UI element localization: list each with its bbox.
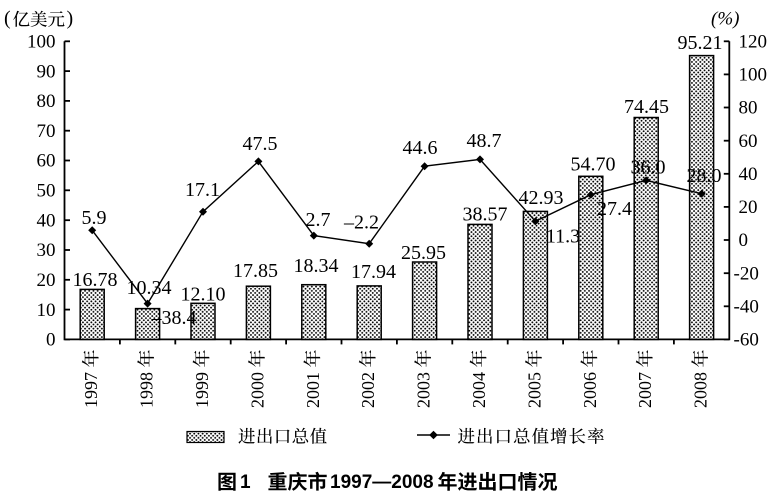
svg-text:20: 20	[739, 197, 758, 218]
svg-text:50: 50	[37, 181, 56, 202]
svg-text:18.34: 18.34	[294, 255, 339, 277]
svg-text:0: 0	[739, 230, 749, 251]
svg-text:2003: 2003	[414, 372, 434, 408]
svg-text:12.10: 12.10	[181, 284, 226, 306]
svg-text:16.78: 16.78	[73, 269, 118, 291]
svg-text:48.7: 48.7	[467, 130, 502, 152]
svg-text:(%): (%)	[711, 9, 739, 30]
svg-text:1998: 1998	[137, 372, 157, 408]
svg-text:95.21: 95.21	[678, 32, 723, 54]
svg-text:10.34: 10.34	[127, 277, 172, 299]
svg-text:17.94: 17.94	[351, 261, 396, 283]
svg-text:–2.2: –2.2	[343, 212, 379, 234]
svg-text:10: 10	[37, 300, 56, 321]
svg-text:36.0: 36.0	[631, 157, 666, 179]
svg-text:2001: 2001	[303, 372, 323, 408]
svg-text:40: 40	[739, 164, 758, 185]
svg-text:2007: 2007	[635, 372, 655, 408]
svg-text:20: 20	[37, 270, 56, 291]
svg-text:54.70: 54.70	[571, 154, 616, 176]
svg-text:11.3: 11.3	[546, 226, 580, 248]
svg-text:17.1: 17.1	[185, 179, 220, 201]
svg-text:120: 120	[739, 32, 768, 53]
svg-text:2002: 2002	[358, 372, 378, 408]
svg-text:-40: -40	[734, 297, 759, 318]
svg-text:80: 80	[739, 98, 758, 119]
svg-text:2008: 2008	[691, 372, 711, 408]
svg-text:1: 1	[240, 472, 251, 493]
svg-text:44.6: 44.6	[403, 137, 438, 159]
svg-text:–38.4: –38.4	[151, 307, 197, 329]
svg-text:0: 0	[46, 330, 56, 351]
svg-text:40: 40	[37, 210, 56, 231]
svg-text:42.93: 42.93	[519, 187, 564, 209]
svg-text:27.4: 27.4	[597, 198, 632, 220]
svg-text:2000: 2000	[247, 372, 267, 408]
svg-text:90: 90	[37, 61, 56, 82]
svg-text:100: 100	[27, 32, 56, 53]
svg-text:80: 80	[37, 91, 56, 112]
svg-text:5.9: 5.9	[82, 207, 107, 229]
svg-text:2.7: 2.7	[306, 209, 331, 231]
svg-text:1997: 1997	[81, 372, 101, 408]
svg-text:38.57: 38.57	[463, 204, 508, 226]
svg-text:1997—2008: 1997—2008	[330, 472, 434, 493]
svg-text:1999: 1999	[192, 372, 212, 408]
svg-text:-20: -20	[734, 263, 759, 284]
svg-text:2006: 2006	[580, 372, 600, 408]
svg-text:2004: 2004	[469, 372, 489, 408]
svg-text:100: 100	[739, 65, 768, 86]
svg-text:74.45: 74.45	[624, 96, 669, 118]
svg-text:30: 30	[37, 240, 56, 261]
svg-text:17.85: 17.85	[233, 260, 278, 282]
svg-text:-60: -60	[734, 330, 759, 351]
svg-text:28.0: 28.0	[687, 165, 722, 187]
svg-text:(: (	[4, 8, 11, 30]
svg-text:60: 60	[37, 151, 56, 172]
svg-text:25.95: 25.95	[401, 242, 446, 264]
svg-text:70: 70	[37, 121, 56, 142]
svg-text:2005: 2005	[524, 372, 544, 408]
svg-text:): )	[67, 8, 74, 30]
svg-text:47.5: 47.5	[243, 133, 278, 155]
svg-text:60: 60	[739, 131, 758, 152]
